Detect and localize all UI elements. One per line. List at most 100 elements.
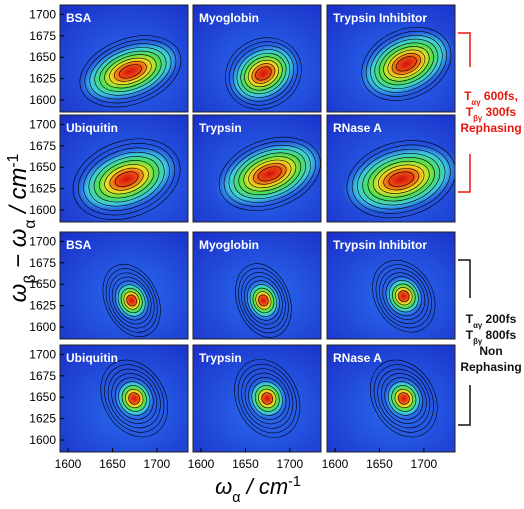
panel-title: Trypsin: [199, 351, 242, 365]
heat-blob: [114, 378, 154, 419]
label-part: − ω: [5, 229, 32, 275]
contour: [109, 167, 144, 191]
contour: [247, 59, 279, 88]
y-tick-label: 1700: [29, 7, 56, 21]
contour: [236, 49, 291, 98]
y-tick-label: 1675: [29, 369, 56, 383]
contour: [377, 368, 431, 429]
label-part: βγ: [473, 337, 483, 346]
panel: [60, 5, 188, 112]
contour: [100, 359, 169, 438]
y-tick-label: 1675: [29, 139, 56, 153]
y-tick-label: 1600: [29, 433, 56, 447]
panel-title: Trypsin: [199, 121, 242, 135]
contour: [114, 61, 147, 82]
panel-title: BSA: [66, 238, 92, 252]
contour: [391, 385, 417, 412]
group-label: Rephasing: [460, 360, 521, 374]
contour: [109, 57, 152, 85]
contour: [241, 272, 286, 329]
label-part: 200fs: [482, 312, 516, 326]
x-tick-label: 1600: [188, 457, 215, 471]
panel: [327, 5, 455, 112]
contour: [388, 280, 419, 313]
contour: [72, 138, 181, 220]
bracket: [458, 32, 471, 67]
contour: [385, 276, 422, 317]
contour: [240, 52, 287, 95]
contour: [104, 164, 149, 195]
contour: [373, 364, 434, 433]
contour: [362, 153, 441, 206]
x-tick-label: 1650: [366, 457, 393, 471]
contour: [99, 160, 155, 199]
contour: [228, 41, 298, 106]
label-part: T: [464, 89, 472, 103]
contour: [258, 388, 277, 409]
contour: [235, 263, 292, 338]
contour: [387, 49, 426, 79]
bracket: [458, 154, 471, 193]
group-label: Non: [479, 344, 502, 358]
contour: [251, 381, 283, 416]
contour: [128, 392, 141, 405]
contour: [365, 30, 447, 97]
panel-title: Ubiquitin: [66, 351, 118, 365]
contour: [114, 171, 139, 187]
panel-title: BSA: [66, 11, 92, 25]
contour: [99, 50, 162, 92]
y-tick-label: 1625: [29, 299, 56, 313]
panel-title: Myoglobin: [199, 11, 259, 25]
contour: [244, 372, 290, 425]
panel: [193, 345, 321, 452]
panel-frame: [326, 4, 456, 113]
contour: [394, 388, 413, 409]
contour: [244, 56, 283, 91]
panel: [327, 232, 455, 339]
contour: [218, 136, 321, 211]
label-part: Rephasing: [460, 360, 521, 374]
contour: [395, 287, 413, 306]
label-part: 800fs: [482, 328, 516, 342]
panel-frame: [326, 344, 456, 453]
contour: [388, 171, 414, 187]
contour: [367, 157, 435, 202]
contour: [94, 47, 167, 96]
panel-frame: [59, 114, 189, 223]
contour: [228, 144, 311, 203]
contour: [223, 140, 316, 207]
contour: [387, 381, 420, 416]
label-part: T: [466, 312, 474, 326]
y-tick-label: 1600: [29, 93, 56, 107]
y-tick-label: 1700: [29, 117, 56, 131]
contour: [77, 143, 176, 216]
contour: [108, 272, 155, 329]
label-part: ω: [5, 284, 32, 303]
contour: [370, 34, 443, 93]
panel-title: Ubiquitin: [66, 121, 118, 135]
y-tick-label: 1700: [29, 347, 56, 361]
group-label: Tβγ 800fs: [466, 328, 517, 346]
contour: [88, 151, 165, 207]
contour: [114, 280, 149, 321]
contour: [258, 294, 269, 307]
contour: [392, 283, 416, 309]
label-part: βγ: [473, 114, 483, 123]
panel: [193, 115, 321, 222]
contour: [120, 287, 143, 314]
contour: [383, 168, 420, 191]
label-part: α: [22, 220, 39, 229]
panel-title: RNase A: [333, 121, 382, 135]
contour: [258, 166, 282, 182]
x-tick-label: 1700: [277, 457, 304, 471]
y-tick-label: 1625: [29, 412, 56, 426]
contour: [370, 359, 438, 438]
y-tick-label: 1675: [29, 29, 56, 43]
contour: [107, 368, 161, 429]
contour: [261, 392, 274, 405]
contour: [379, 268, 429, 324]
contour: [111, 373, 158, 424]
contour: [255, 66, 272, 81]
contour: [123, 291, 140, 310]
